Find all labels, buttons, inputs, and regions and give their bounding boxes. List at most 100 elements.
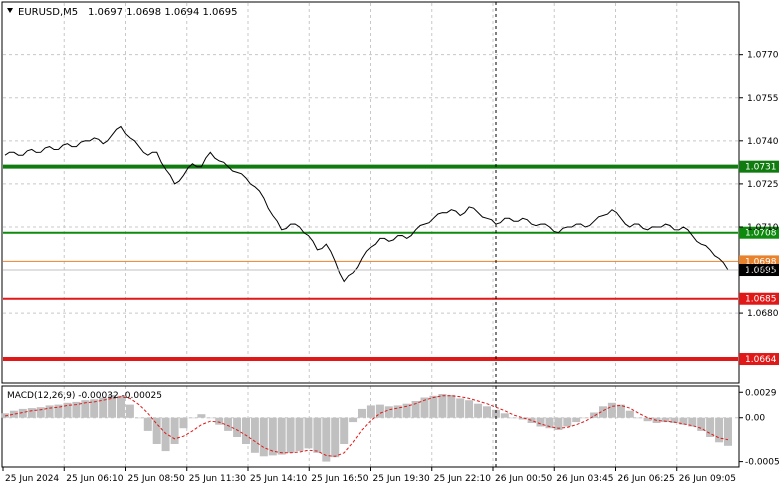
level-price-label: 1.0698: [745, 257, 777, 267]
macd-bar: [340, 417, 349, 444]
macd-bar: [108, 394, 117, 418]
level-price-tag: [739, 353, 779, 366]
macd-bar: [456, 398, 465, 418]
macd-bar: [402, 403, 411, 418]
macd-bar: [36, 407, 45, 418]
macd-bar: [509, 417, 518, 419]
macd-tick-label: 0.0029: [745, 388, 777, 398]
macd-bar: [616, 404, 625, 418]
price-tick-label: 1.0710: [747, 223, 779, 233]
macd-bar: [9, 410, 18, 418]
macd-bar: [349, 417, 358, 423]
macd-bar: [277, 417, 286, 455]
level-price-tag: [739, 160, 779, 173]
level-price-label: 1.0708: [745, 229, 777, 239]
macd-bar: [286, 417, 295, 453]
macd-bar: [545, 417, 554, 429]
macd-bar: [384, 406, 393, 418]
macd-bar: [491, 409, 500, 418]
macd-signal-line: [4, 395, 729, 457]
macd-bar: [643, 417, 652, 422]
macd-bar: [117, 395, 125, 418]
time-tick-label: 25 Jun 08:50: [128, 474, 185, 484]
price-tick-label: 1.0725: [747, 180, 779, 190]
macd-bar: [215, 417, 224, 425]
macd-axis: 0.0029 0.00 -0.0005: [739, 388, 780, 468]
macd-bar: [679, 417, 688, 425]
macd-bar: [125, 404, 134, 418]
macd-bar: [724, 417, 732, 446]
macd-bar: [143, 417, 152, 431]
time-tick-label: 26 Jun 09:05: [679, 474, 736, 484]
time-tick-label: 25 Jun 22:10: [434, 474, 491, 484]
time-tick-label: 25 Jun 16:50: [311, 474, 368, 484]
macd-bar: [483, 406, 491, 418]
macd-bar: [268, 417, 277, 456]
time-tick-label: 26 Jun 03:45: [556, 474, 613, 484]
macd-bar: [429, 395, 438, 418]
macd-bar: [581, 417, 590, 419]
macd-bar: [81, 400, 90, 418]
macd-bar: [90, 399, 99, 418]
macd-bar: [259, 417, 268, 457]
macd-bar: [465, 400, 474, 418]
macd-bar: [715, 417, 724, 443]
macd-bar: [697, 417, 706, 431]
macd-bar: [366, 405, 375, 418]
macd-bar: [161, 417, 170, 452]
macd-bar: [72, 401, 81, 418]
macd-signal-path: [4, 395, 729, 457]
price-axis: 1.07701.07551.07401.07251.07101.06951.06…: [739, 51, 779, 319]
macd-bar: [661, 417, 670, 423]
time-tick-label: 25 Jun 06:10: [66, 474, 123, 484]
macd-bar: [527, 417, 536, 423]
macd-bar: [474, 403, 483, 418]
macd-histogram: [1, 394, 732, 462]
triangle-down-icon[interactable]: [7, 8, 13, 13]
macd-bar: [625, 410, 634, 418]
macd-bar: [670, 417, 679, 423]
time-axis: 25 Jun 2024 25 Jun 06:10 25 Jun 08:50 25 Ju…: [2, 467, 736, 484]
macd-bar: [54, 404, 63, 418]
macd-bar: [250, 417, 259, 453]
macd-bar: [420, 397, 429, 418]
price-line-path: [4, 125, 729, 283]
macd-bar: [179, 417, 188, 429]
support-resistance-levels[interactable]: 1.0731 1.0708 1.0698 1.0685 1.0664: [3, 160, 779, 366]
macd-bar: [63, 402, 72, 418]
price-tick-label: 1.0770: [747, 51, 779, 61]
price-tick-label: 1.0755: [747, 94, 779, 104]
macd-bar: [607, 402, 616, 418]
time-tick-label: 25 Jun 11:30: [189, 474, 246, 484]
current-price-label: 1.0695: [745, 266, 777, 276]
price-series: 1.0695: [3, 125, 779, 283]
macd-bar: [590, 412, 599, 418]
price-panel-frame: [1, 1, 740, 384]
macd-bar: [447, 394, 456, 418]
macd-bar: [304, 417, 313, 449]
macd-bar: [536, 417, 545, 427]
macd-bar: [188, 417, 197, 419]
macd-bar: [45, 405, 54, 418]
macd-bar: [134, 417, 143, 419]
chart-header: EURUSD,M5 1.0697 1.0698 1.0694 1.0695: [7, 7, 238, 18]
macd-bar: [322, 417, 331, 462]
macd-bar: [358, 408, 366, 418]
macd-title: MACD(12,26,9) -0.00032 -0.00025: [7, 391, 162, 401]
macd-bar: [688, 417, 697, 427]
macd-bar: [563, 417, 572, 427]
macd-bar: [500, 413, 509, 418]
time-tick-label: 25 Jun 19:30: [373, 474, 430, 484]
macd-bar: [375, 404, 384, 418]
price-tick-label: 1.0695: [747, 266, 779, 276]
macd-bar: [518, 417, 527, 420]
time-tick-label: 26 Jun 06:25: [618, 474, 675, 484]
macd-bar: [572, 417, 581, 423]
level-price-label: 1.0664: [745, 355, 777, 365]
macd-bar: [27, 408, 36, 418]
macd-bar: [331, 417, 340, 458]
current-price-tag: [739, 264, 779, 277]
macd-tick-label: -0.0005: [745, 458, 780, 468]
